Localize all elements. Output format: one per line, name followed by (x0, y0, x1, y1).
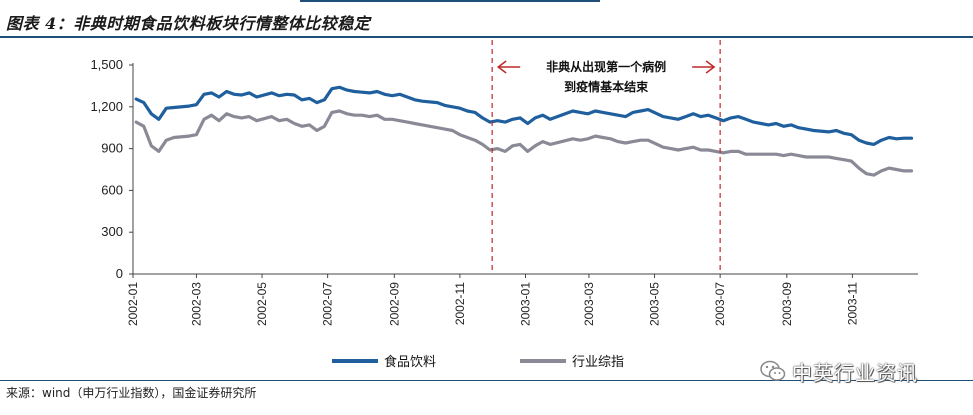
series-line-industry-composite (134, 109, 914, 177)
chart-title: 图表 4：非典时期食品饮料板块行情整体比较稳定 (6, 14, 371, 33)
y-tick-label: 0 (116, 266, 123, 281)
x-tick-label: 2003-09 (780, 282, 794, 326)
watermark-text: 中英行业资讯 (792, 360, 918, 385)
title-top-rule (300, 0, 600, 2)
footer-rule (0, 380, 973, 381)
title-rule (0, 36, 973, 38)
x-tick-label: 2003-05 (648, 282, 662, 326)
y-tick-label: 1,500 (90, 57, 123, 72)
annotation-arrowhead-right (705, 60, 716, 74)
chart-legend: 食品饮料 行业综指 (332, 354, 624, 370)
x-tick-label: 2002-03 (189, 282, 203, 326)
legend-label: 食品饮料 (384, 354, 436, 370)
y-tick-label: 1,200 (90, 99, 123, 114)
x-tick-label: 2002-01 (126, 282, 140, 326)
x-tick-label: 2002-07 (321, 282, 335, 326)
x-axis-ticks: 2002-01 2002-03 2002-05 2002-07 2002-09 2002-… (126, 274, 859, 326)
y-tick-label: 600 (101, 182, 123, 197)
annotation-label-line1: 非典从出现第一个病例 (546, 59, 666, 74)
source-note: 来源：wind（申万行业指数），国金证券研究所 (6, 386, 257, 400)
x-tick-label: 2003-01 (519, 282, 533, 326)
x-tick-label: 2002-05 (255, 282, 269, 326)
watermark: 中英行业资讯 (760, 356, 918, 386)
annotation-label-line2: 到疫情基本结束 (564, 79, 649, 94)
x-tick-label: 2003-11 (845, 282, 859, 325)
y-tick-label: 300 (101, 224, 123, 239)
chart-series (134, 85, 914, 177)
annotation-arrowhead-left (496, 60, 507, 74)
x-tick-label: 2003-07 (713, 282, 727, 326)
x-tick-label: 2002-09 (387, 282, 401, 326)
y-tick-label: 900 (101, 141, 123, 156)
x-tick-label: 2002-11 (453, 282, 467, 325)
title-bar: 图表 4：非典时期食品饮料板块行情整体比较稳定 (0, 0, 973, 40)
wechat-icon (760, 360, 786, 381)
y-axis-ticks: 0 300 600 900 1,200 1,500 (90, 57, 133, 281)
legend-label: 行业综指 (572, 355, 624, 370)
series-line-food-beverage (134, 85, 914, 146)
x-tick-label: 2003-03 (582, 282, 596, 326)
